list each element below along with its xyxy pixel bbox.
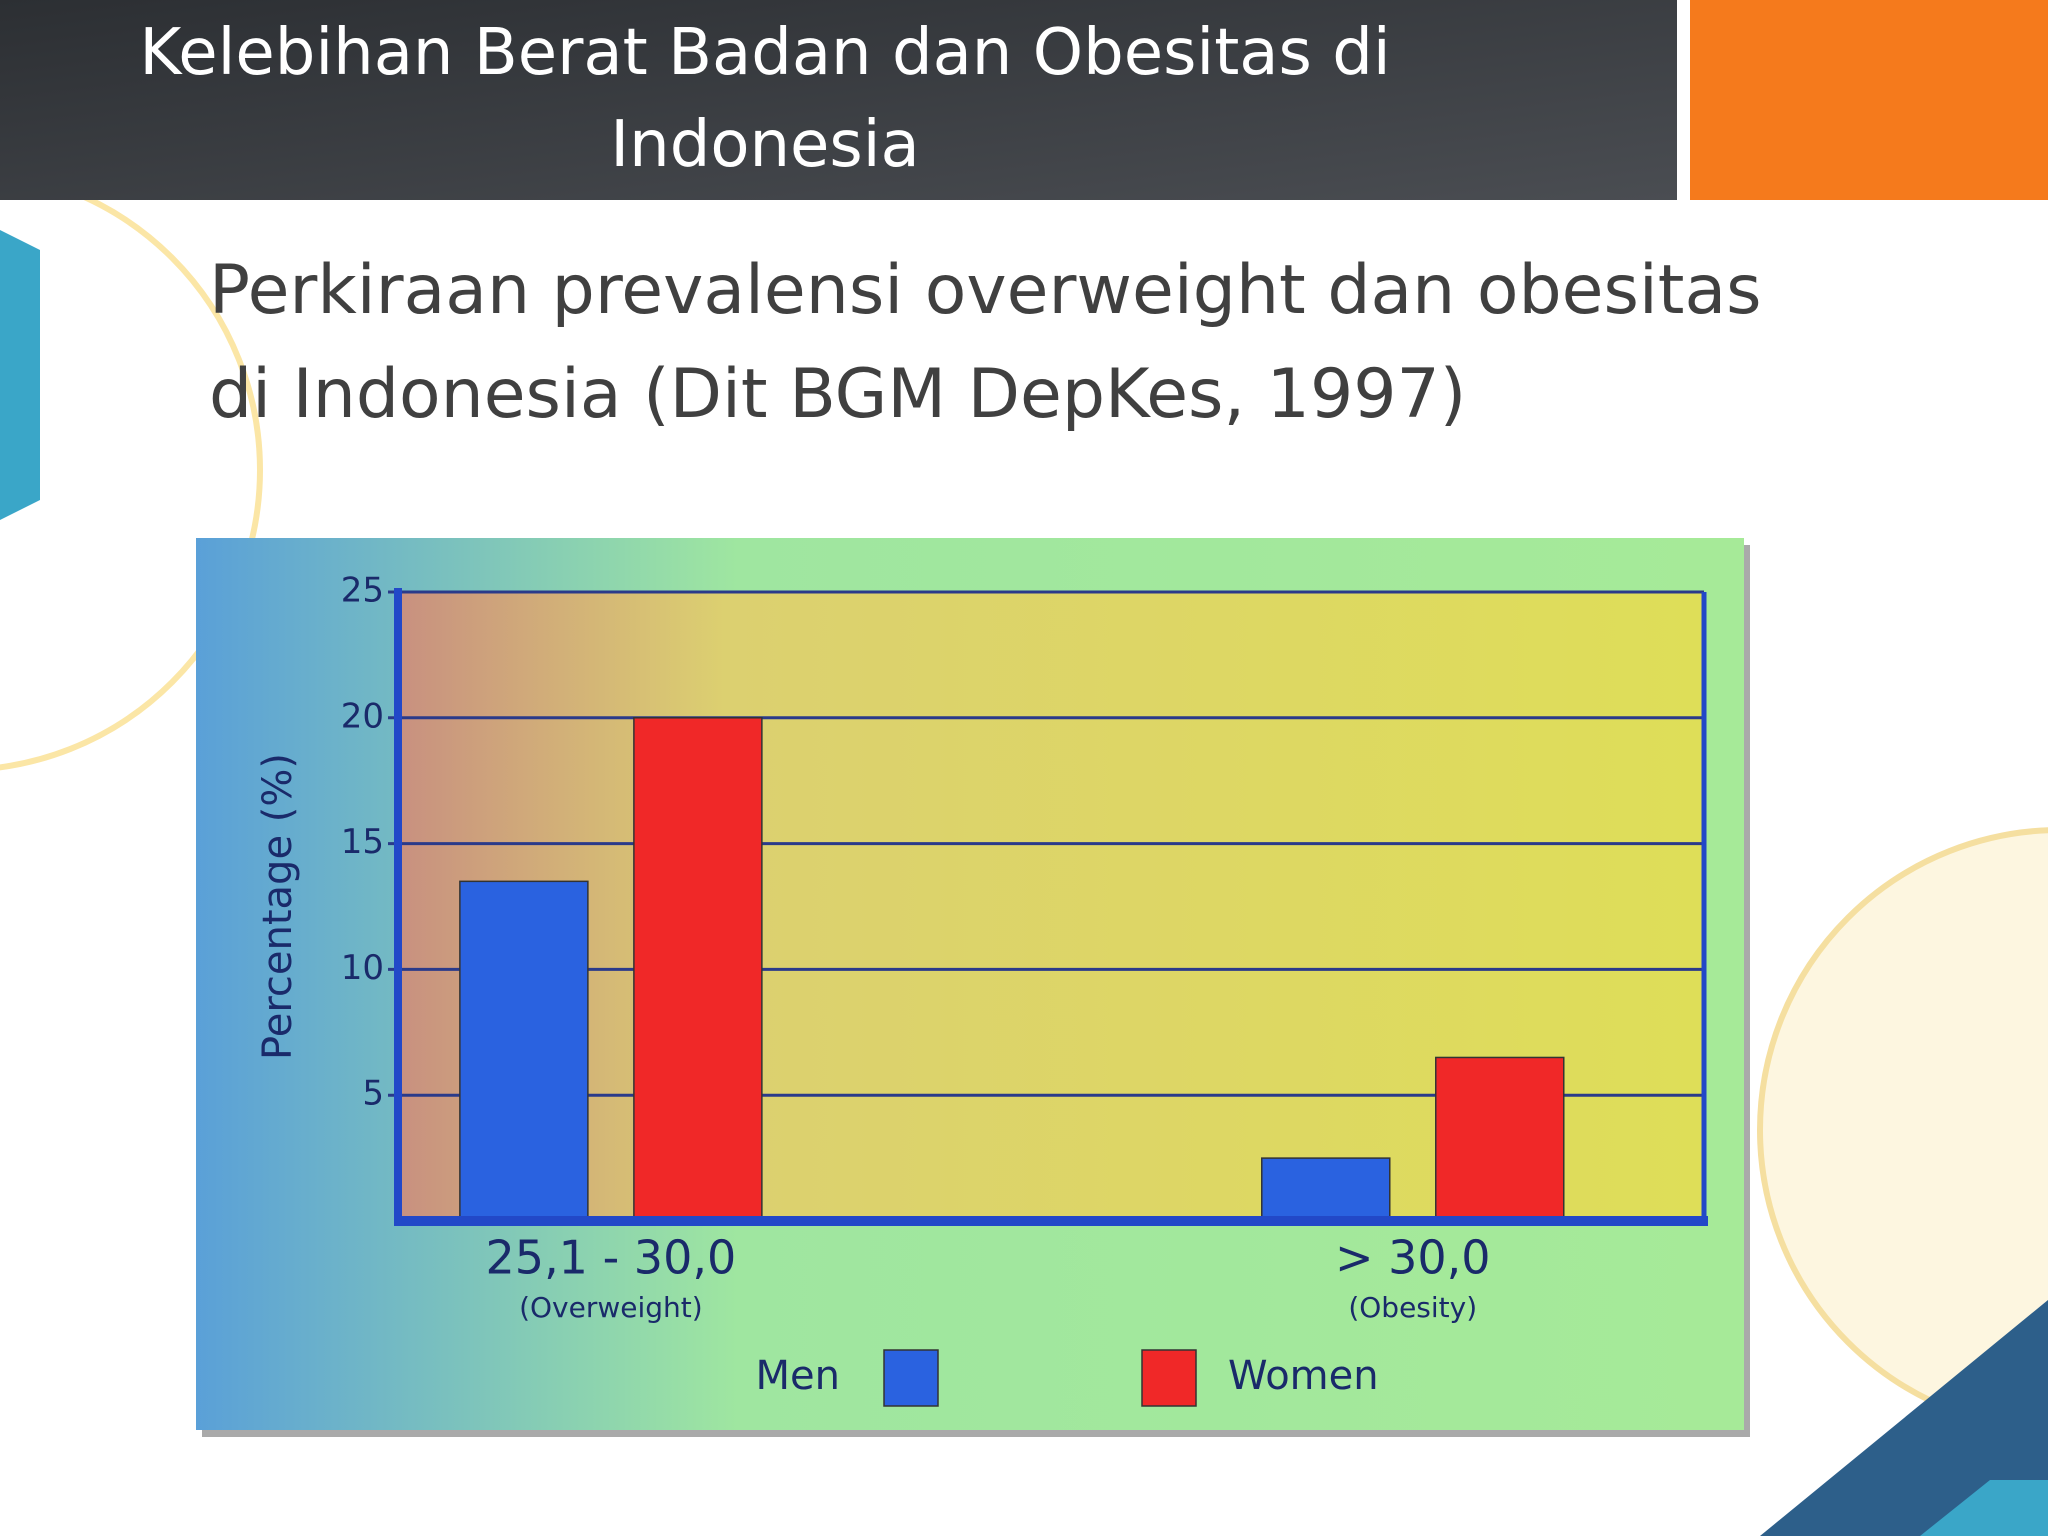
decor	[1920, 1480, 2048, 1536]
y-tick-label: 10	[341, 948, 384, 988]
x-tick-label: 25,1 - 30,0	[486, 1231, 737, 1285]
decor	[1757, 827, 2048, 1433]
slide-subtitle: Perkiraan prevalensi overweight dan obes…	[209, 251, 1762, 434]
header-accent	[1690, 0, 2048, 200]
legend-swatch	[1141, 1349, 1197, 1407]
y-tick-label: 20	[341, 696, 384, 736]
decor	[0, 169, 263, 771]
y-axis-label: Percentage (%)	[255, 753, 301, 1060]
bar	[633, 717, 763, 1222]
legend-label: Women	[1228, 1353, 1379, 1399]
legend-label: Men	[756, 1353, 840, 1399]
bar	[1435, 1056, 1565, 1222]
x-tick-note: (Overweight)	[519, 1291, 703, 1324]
decor	[0, 230, 40, 520]
bar	[1261, 1157, 1391, 1222]
slide-title: Kelebihan Berat Badan dan Obesitas di Ind…	[139, 16, 1390, 182]
header	[0, 0, 1677, 200]
y-tick-label: 5	[362, 1074, 384, 1114]
decor	[1760, 1300, 2048, 1536]
legend-swatch	[883, 1349, 939, 1407]
y-tick-label: 15	[341, 822, 384, 862]
x-tick-label: > 30,0	[1335, 1231, 1491, 1285]
x-tick-note: (Obesity)	[1348, 1291, 1477, 1324]
bar	[459, 880, 589, 1222]
y-tick-label: 25	[341, 571, 384, 611]
